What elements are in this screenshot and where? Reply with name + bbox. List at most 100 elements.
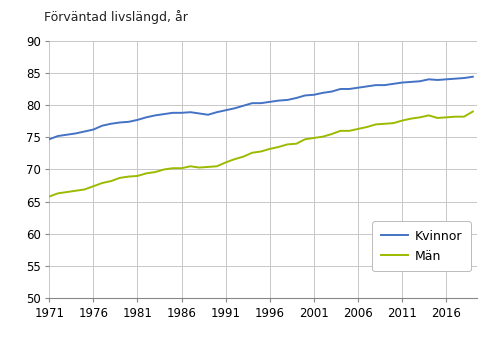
Kvinnor — [125, 120, 131, 124]
Kvinnor — [134, 118, 140, 122]
Män — [214, 164, 220, 168]
Kvinnor — [284, 98, 290, 102]
Legend: Kvinnor, Män: Kvinnor, Män — [372, 221, 471, 272]
Kvinnor — [470, 75, 476, 79]
Män — [408, 117, 414, 121]
Män — [302, 137, 308, 141]
Män — [443, 115, 449, 119]
Män — [452, 115, 458, 119]
Kvinnor — [382, 83, 388, 87]
Män — [373, 122, 379, 126]
Kvinnor — [161, 112, 167, 116]
Kvinnor — [408, 80, 414, 84]
Män — [338, 129, 343, 133]
Kvinnor — [329, 89, 335, 94]
Kvinnor — [170, 111, 176, 115]
Män — [258, 149, 264, 154]
Kvinnor — [373, 83, 379, 87]
Kvinnor — [99, 124, 105, 128]
Män — [382, 122, 388, 126]
Män — [134, 174, 140, 178]
Män — [320, 135, 326, 139]
Män — [125, 175, 131, 179]
Kvinnor — [82, 129, 88, 134]
Kvinnor — [443, 77, 449, 81]
Män — [99, 181, 105, 185]
Kvinnor — [241, 104, 246, 108]
Kvinnor — [417, 79, 423, 83]
Kvinnor — [55, 134, 61, 138]
Kvinnor — [91, 127, 96, 132]
Män — [73, 189, 79, 193]
Män — [46, 195, 52, 199]
Kvinnor — [205, 113, 211, 117]
Män — [179, 166, 184, 170]
Kvinnor — [179, 111, 184, 115]
Män — [241, 155, 246, 159]
Män — [284, 142, 290, 146]
Kvinnor — [452, 77, 458, 81]
Män — [470, 109, 476, 114]
Män — [55, 191, 61, 195]
Män — [249, 151, 255, 155]
Kvinnor — [187, 110, 193, 114]
Män — [293, 142, 299, 146]
Kvinnor — [276, 99, 281, 103]
Män — [205, 165, 211, 169]
Män — [223, 160, 229, 164]
Män — [108, 179, 114, 183]
Män — [187, 164, 193, 168]
Kvinnor — [364, 84, 370, 88]
Män — [64, 190, 70, 194]
Kvinnor — [434, 78, 440, 82]
Män — [311, 136, 317, 140]
Män — [426, 113, 431, 117]
Kvinnor — [64, 133, 70, 137]
Män — [152, 170, 158, 174]
Kvinnor — [152, 113, 158, 117]
Line: Män: Män — [49, 112, 473, 197]
Män — [117, 176, 123, 180]
Kvinnor — [46, 137, 52, 141]
Kvinnor — [232, 106, 238, 111]
Kvinnor — [258, 101, 264, 105]
Män — [196, 165, 202, 170]
Kvinnor — [293, 96, 299, 100]
Män — [355, 127, 361, 131]
Män — [267, 147, 273, 151]
Kvinnor — [249, 101, 255, 105]
Kvinnor — [108, 122, 114, 126]
Män — [391, 121, 397, 125]
Kvinnor — [223, 108, 229, 112]
Män — [143, 171, 149, 175]
Män — [461, 115, 467, 119]
Kvinnor — [117, 120, 123, 124]
Män — [161, 167, 167, 172]
Män — [329, 132, 335, 136]
Män — [400, 119, 405, 123]
Män — [364, 125, 370, 129]
Kvinnor — [391, 82, 397, 86]
Män — [346, 129, 352, 133]
Män — [170, 166, 176, 170]
Kvinnor — [73, 132, 79, 136]
Män — [434, 116, 440, 120]
Män — [276, 145, 281, 149]
Kvinnor — [320, 91, 326, 95]
Kvinnor — [461, 76, 467, 80]
Kvinnor — [346, 87, 352, 91]
Män — [232, 157, 238, 161]
Kvinnor — [400, 80, 405, 84]
Line: Kvinnor: Kvinnor — [49, 77, 473, 139]
Kvinnor — [302, 93, 308, 97]
Text: Förväntad livslängd, år: Förväntad livslängd, år — [44, 10, 188, 24]
Män — [417, 115, 423, 119]
Kvinnor — [196, 112, 202, 116]
Kvinnor — [267, 100, 273, 104]
Män — [82, 187, 88, 192]
Kvinnor — [426, 77, 431, 81]
Kvinnor — [338, 87, 343, 91]
Kvinnor — [355, 86, 361, 90]
Kvinnor — [214, 110, 220, 114]
Kvinnor — [311, 93, 317, 97]
